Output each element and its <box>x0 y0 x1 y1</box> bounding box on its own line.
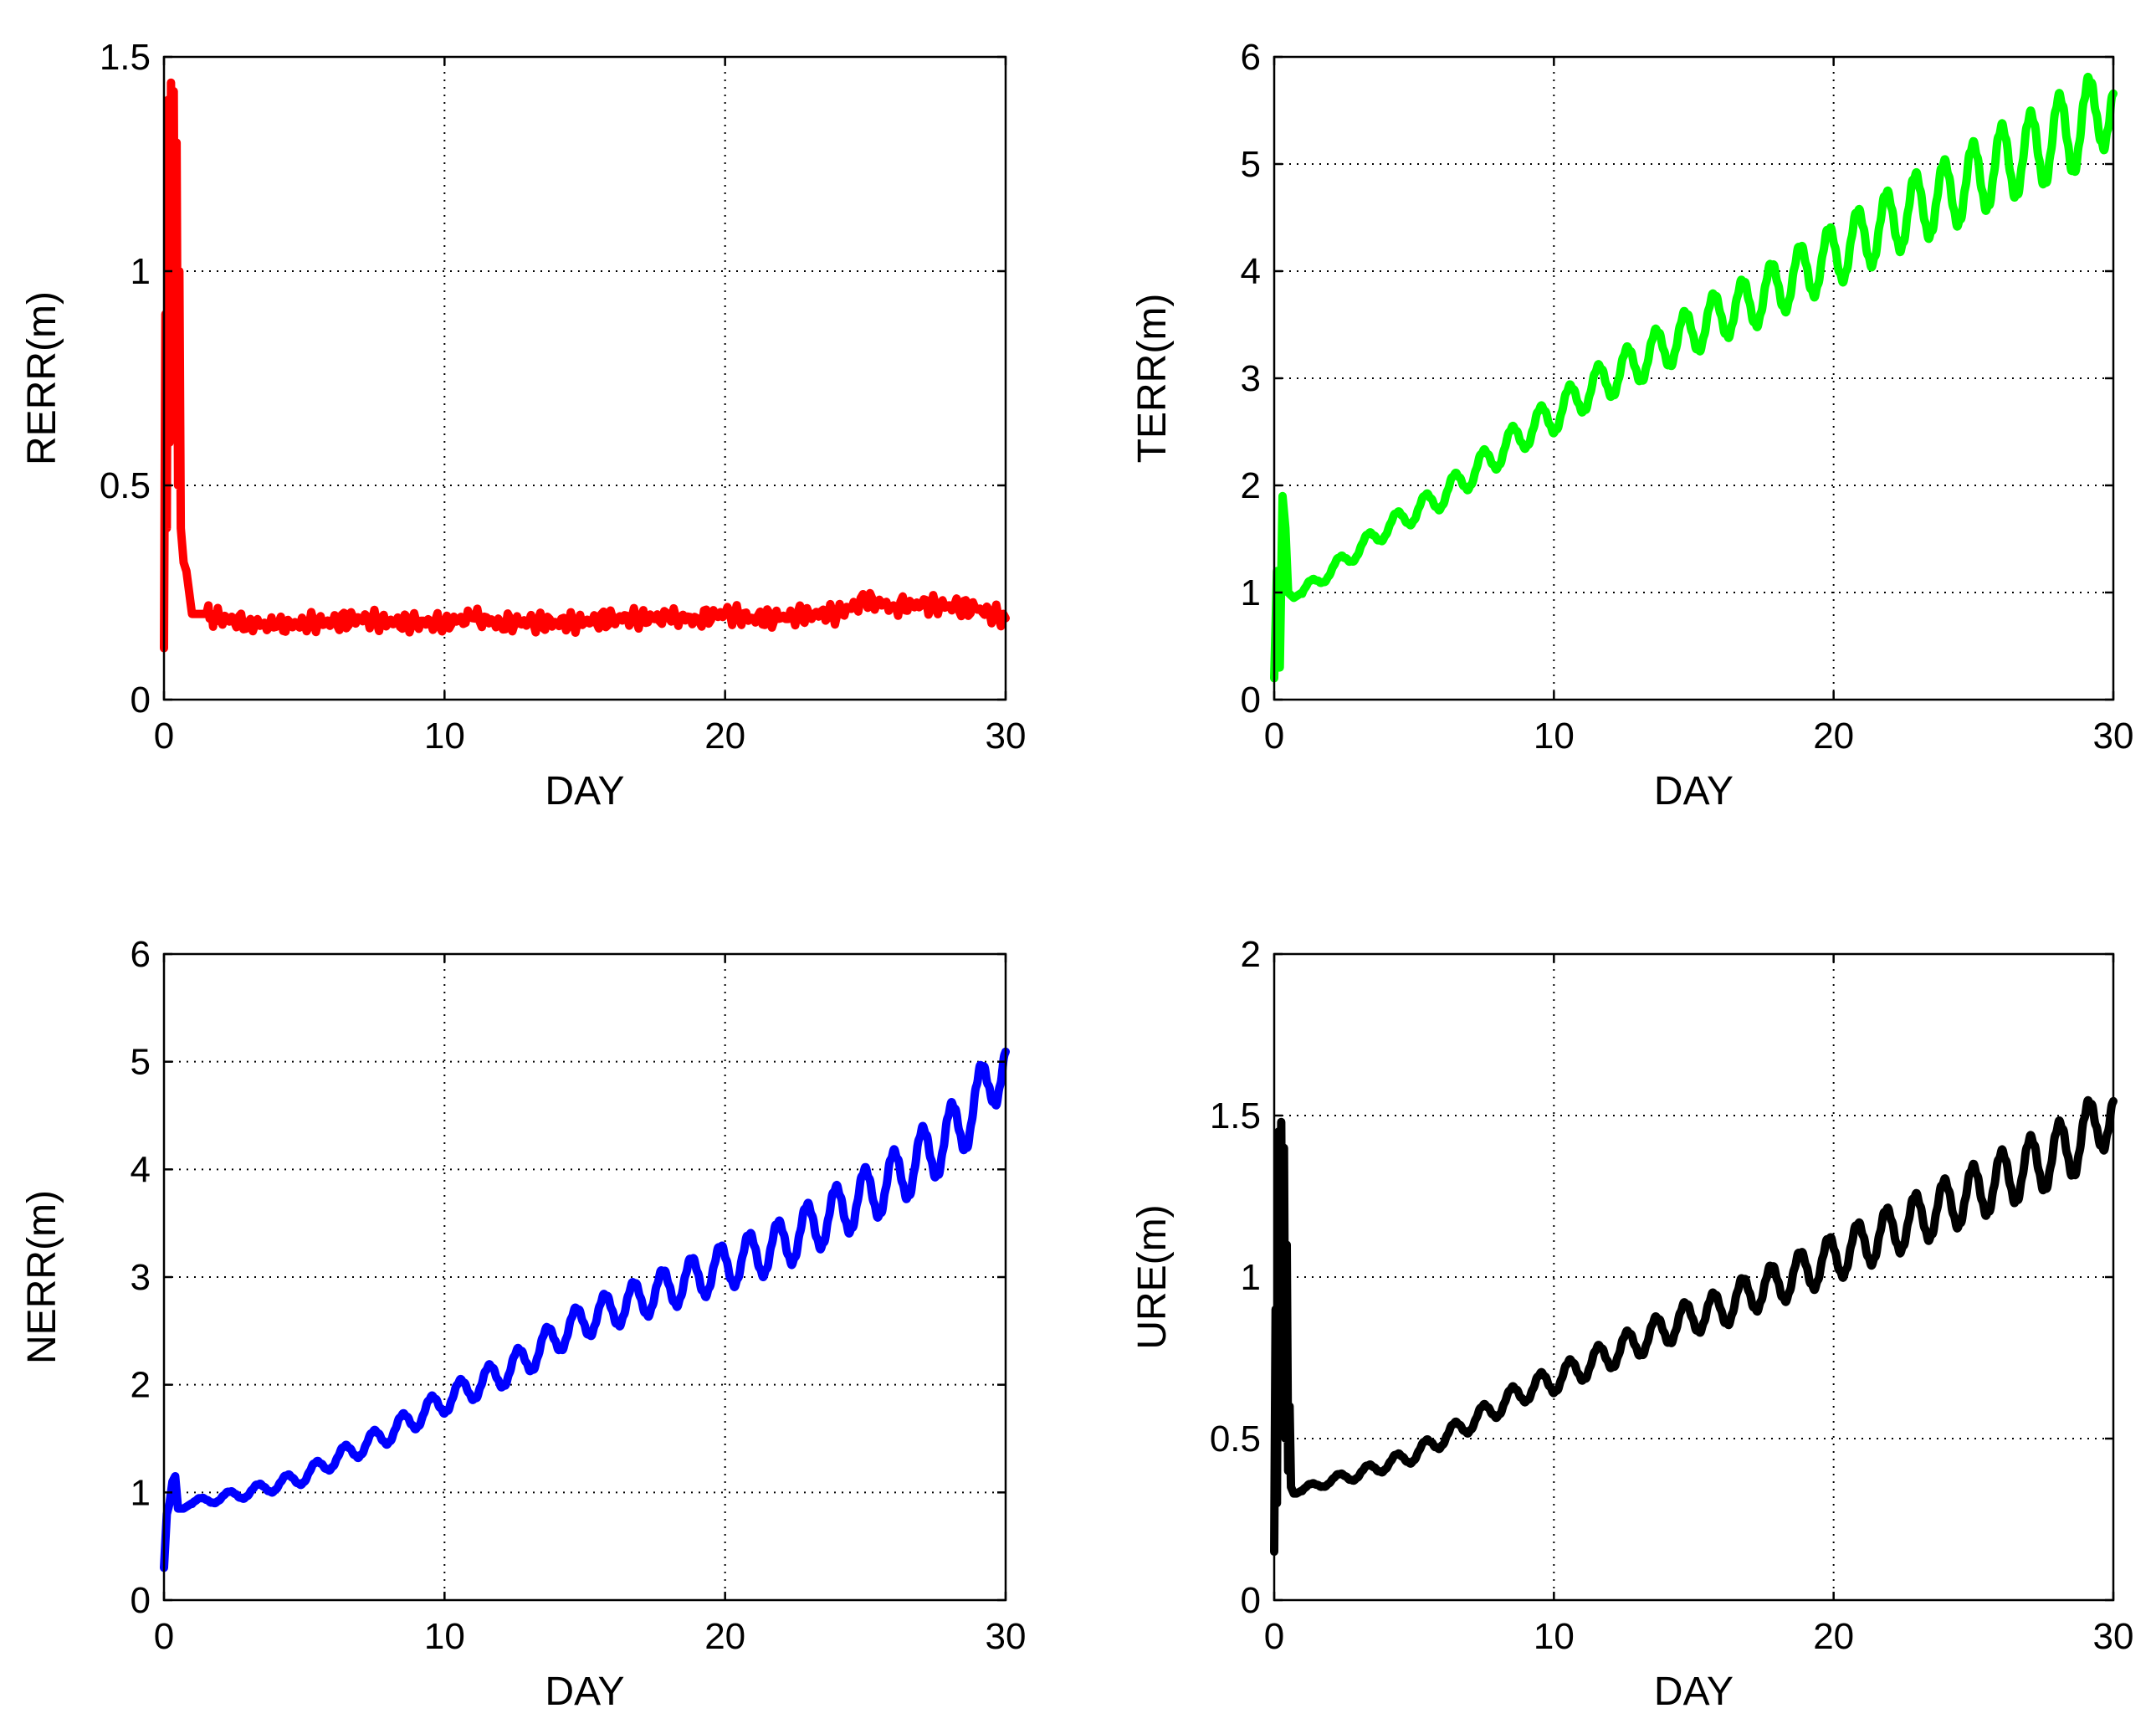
y-tick-label: 5 <box>131 1042 151 1083</box>
y-tick-label: 0 <box>1241 680 1261 721</box>
series-nerr-line <box>160 1047 1010 1572</box>
x-tick-label: 10 <box>424 1616 465 1657</box>
x-axis-label: DAY <box>1654 769 1734 813</box>
y-tick-label: 4 <box>1241 251 1261 292</box>
plot-area <box>1274 954 2113 1600</box>
y-tick-label: 6 <box>131 934 151 975</box>
x-tick-label: 30 <box>986 716 1027 757</box>
x-tick-label: 10 <box>424 716 465 757</box>
y-tick-label: 0.5 <box>100 465 151 506</box>
x-axis-label: DAY <box>545 1670 624 1714</box>
x-tick-label: 0 <box>154 716 174 757</box>
x-tick-label: 0 <box>1264 716 1284 757</box>
x-tick-label: 20 <box>1813 716 1854 757</box>
y-tick-label: 1.5 <box>100 37 151 78</box>
x-axis-label: DAY <box>545 769 624 813</box>
x-tick-label: 20 <box>704 1616 745 1657</box>
y-tick-label: 2 <box>1241 934 1261 975</box>
y-tick-label: 1 <box>131 251 151 292</box>
x-axis-label: DAY <box>1654 1670 1734 1714</box>
x-tick-label: 0 <box>154 1616 174 1657</box>
y-tick-label: 5 <box>1241 144 1261 185</box>
x-tick-label: 0 <box>1264 1616 1284 1657</box>
series-rerr-line <box>160 78 1010 653</box>
y-axis-label: RERR(m) <box>20 291 64 465</box>
y-tick-label: 3 <box>1241 358 1261 399</box>
y-tick-label: 1.5 <box>1210 1095 1261 1136</box>
y-tick-label: 2 <box>131 1365 151 1406</box>
y-axis-label: TERR(m) <box>1130 294 1175 464</box>
axes-box <box>162 55 1007 701</box>
series-terr-line <box>1270 72 2118 683</box>
nerr-chart: 0 10 20 30 0 1 2 3 4 5 6 DAY NERR(m) <box>20 934 1027 1714</box>
x-tick-label: 30 <box>2093 716 2134 757</box>
ure-chart: 0 10 20 30 0 0.5 1 1.5 2 DAY URE(m) <box>1130 934 2134 1714</box>
series-ure-line <box>1270 1095 2118 1557</box>
y-tick-label: 1 <box>131 1472 151 1513</box>
x-tick-label: 10 <box>1534 1616 1575 1657</box>
y-tick-label: 4 <box>131 1149 151 1190</box>
y-tick-label: 1 <box>1241 1257 1261 1298</box>
y-tick-label: 1 <box>1241 572 1261 613</box>
rerr-chart: 0 10 20 30 0 0.5 1 1.5 DAY RERR(m) <box>20 37 1027 813</box>
terr-chart: 0 10 20 30 0 1 2 3 4 5 6 DAY TERR(m) <box>1130 37 2134 813</box>
x-tick-label: 10 <box>1534 716 1575 757</box>
y-axis-label: URE(m) <box>1130 1204 1175 1349</box>
y-tick-label: 2 <box>1241 465 1261 506</box>
y-tick-label: 3 <box>131 1257 151 1298</box>
y-tick-label: 6 <box>1241 37 1261 78</box>
y-tick-label: 0 <box>1241 1580 1261 1621</box>
x-tick-label: 30 <box>2093 1616 2134 1657</box>
y-tick-label: 0.5 <box>1210 1418 1261 1460</box>
plot-area <box>1274 57 2113 700</box>
y-axis-label: NERR(m) <box>20 1190 64 1364</box>
y-tick-label: 0 <box>131 680 151 721</box>
x-tick-label: 20 <box>704 716 745 757</box>
y-tick-label: 0 <box>131 1580 151 1621</box>
x-tick-label: 20 <box>1813 1616 1854 1657</box>
x-tick-label: 30 <box>986 1616 1027 1657</box>
